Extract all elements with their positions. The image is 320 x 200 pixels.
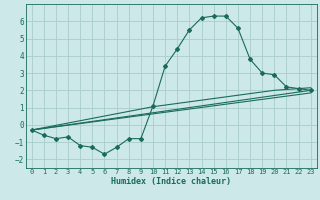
X-axis label: Humidex (Indice chaleur): Humidex (Indice chaleur) bbox=[111, 177, 231, 186]
